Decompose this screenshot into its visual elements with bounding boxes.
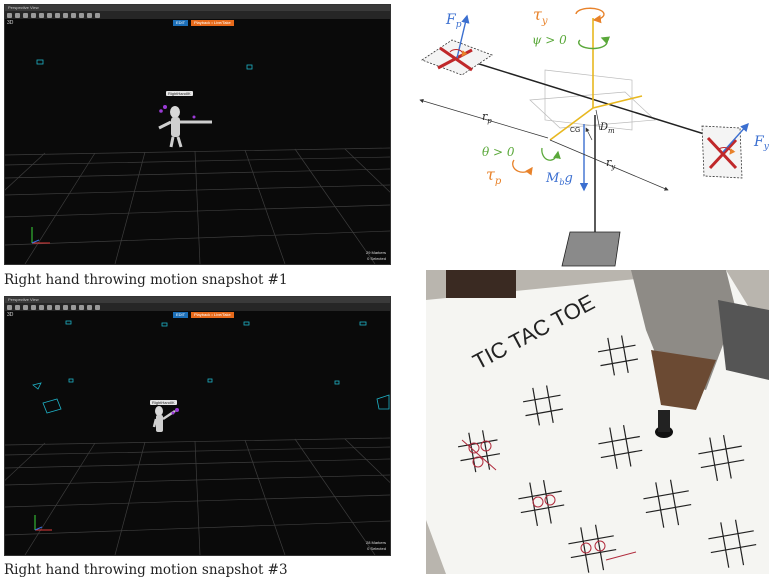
tool-icon[interactable] [31,304,36,310]
selected-count: 0 Selected [367,546,386,551]
actor-figure [152,406,179,432]
tool-icon[interactable] [55,12,60,18]
fp-label: F [445,12,457,28]
red-marks [461,439,637,561]
svg-text:Dm: Dm [599,122,615,135]
svg-text:τy: τy [533,5,548,27]
toolbar [5,11,390,19]
tau-p-label: τ [486,165,496,184]
window-title: Perspective View [5,5,390,11]
markers-count: 29 Markers [365,250,386,255]
viewport-3d[interactable] [5,5,390,264]
fy-label: F [753,134,765,150]
svg-text:Fy: Fy [753,134,770,152]
tool-icon[interactable] [7,304,12,310]
tool-icon[interactable] [87,304,92,310]
tool-icon[interactable] [55,304,60,310]
ry-label: r [606,156,612,169]
toolbar [5,303,390,311]
dm-label: D [599,122,608,133]
edit-mode-button[interactable]: EDIT [173,20,189,26]
tool-icon[interactable] [63,12,68,18]
actor-label: RightHandIK [150,400,177,405]
actor-figure [158,105,212,148]
tool-icon[interactable] [31,12,36,18]
tool-icon[interactable] [15,12,20,18]
caption-snapshot-1: Right hand throwing motion snapshot #1 [4,272,288,288]
svg-text:Mbg: Mbg [545,171,573,187]
svg-text:Fp: Fp [445,12,462,30]
tool-icon[interactable] [71,304,76,310]
helicopter-diagram: Fp Fy τy ψ > 0 θ > 0 τp rp ry Dm CG Mbg [419,5,770,267]
playback-mode-button[interactable]: Playback • Live/Take [191,312,234,318]
robot-arm [631,270,769,438]
svg-text:rp: rp [482,110,492,125]
svg-text:ry: ry [606,156,616,171]
tool-icon[interactable] [47,304,52,310]
game-grids [457,335,757,573]
selected-count: 0 Selected [367,256,386,261]
tool-icon[interactable] [23,12,28,18]
caption-snapshot-3: Right hand throwing motion snapshot #3 [4,562,288,578]
axis-gizmo [34,515,52,531]
markers-count: 28 Markers [365,540,386,545]
tau-y-label: τ [533,5,543,24]
mocap-snapshot-1: Perspective View 3D EDIT Playback • Live… [4,4,391,265]
axis-gizmo [31,227,50,244]
tool-icon[interactable] [79,304,84,310]
tool-icon[interactable] [87,12,92,18]
window-title: Perspective View [5,297,390,303]
tool-icon[interactable] [63,304,68,310]
tool-icon[interactable] [95,12,100,18]
tool-icon[interactable] [39,12,44,18]
view-mode-label: 3D [7,20,14,26]
playback-mode-button[interactable]: Playback • Live/Take [191,20,234,26]
tool-icon[interactable] [79,12,84,18]
viewport-3d[interactable] [5,297,390,555]
edit-mode-button[interactable]: EDIT [173,312,189,318]
rp-label: r [482,110,488,123]
psi-label: ψ > 0 [532,33,567,47]
tool-icon[interactable] [23,304,28,310]
mocap-snapshot-3: Perspective View 3D EDIT Playback • Live… [4,296,391,556]
theta-label: θ > 0 [482,145,515,159]
tool-icon[interactable] [95,304,100,310]
svg-text:τp: τp [486,165,502,187]
actor-label: RightHandIK [166,91,193,96]
rotor-right [701,125,743,179]
cg-label: CG [570,127,581,134]
tool-icon[interactable] [15,304,20,310]
mbg-label: M [545,171,560,186]
tic-tac-toe-photo: TIC TAC TOE [426,270,769,574]
tool-icon[interactable] [47,12,52,18]
view-mode-label: 3D [7,312,14,318]
tool-icon[interactable] [39,304,44,310]
tool-icon[interactable] [71,12,76,18]
tool-icon[interactable] [7,12,12,18]
